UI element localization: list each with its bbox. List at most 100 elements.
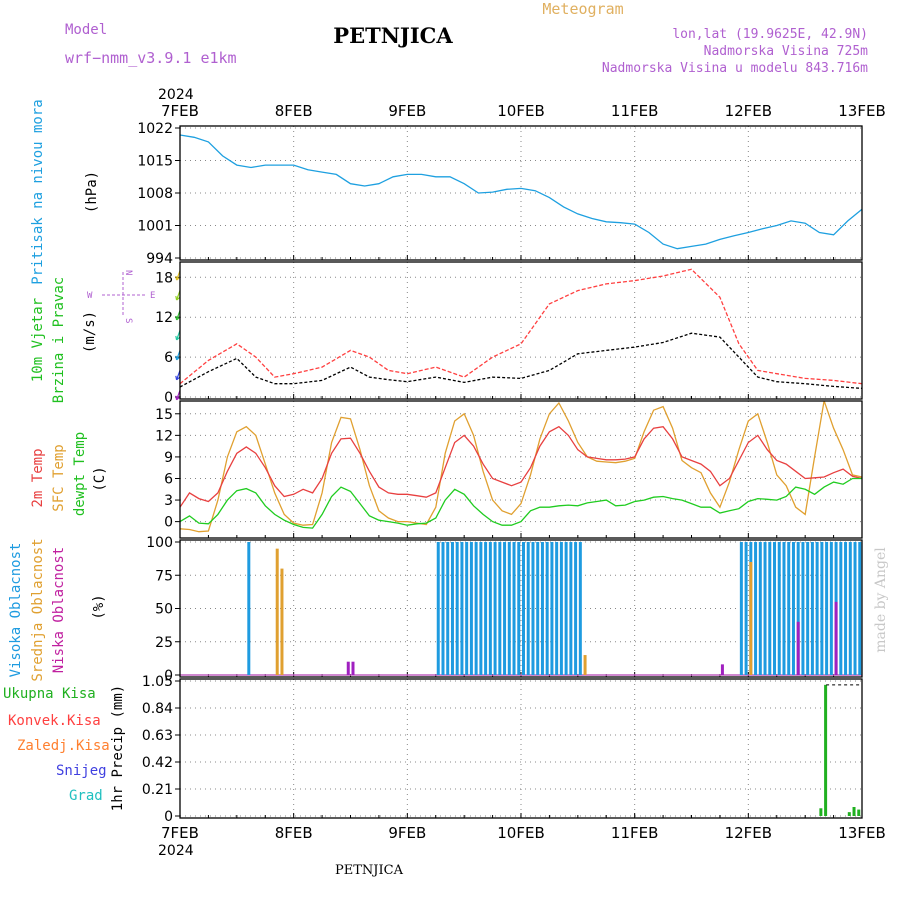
wind-arrow-head (176, 356, 181, 361)
panel-frame (179, 678, 863, 819)
y-tick-label: 0.21 (142, 782, 173, 798)
legend-snow: Snijeg (56, 763, 107, 779)
wind-ylabel-unit: (m/s) (82, 311, 98, 353)
bottom-tick-label: 13FEB (838, 824, 885, 842)
legend-conv: Konvek.Kisa (8, 713, 101, 729)
cloud-bar-high (839, 542, 843, 675)
panel-frame (179, 400, 863, 539)
cloud-bar-high (848, 542, 852, 675)
y-tick-label: 1015 (137, 154, 173, 170)
cloud-bar-high (503, 542, 507, 675)
y-tick-label: 15 (155, 407, 173, 423)
bottom-tick-label: 9FEB (388, 824, 426, 842)
cloud-bar-high (844, 542, 848, 675)
y-tick-label: 100 (146, 535, 173, 551)
cloud-bar-high (773, 542, 777, 675)
top-tick-label: 8FEB (275, 102, 313, 120)
y-tick-label: 994 (146, 251, 173, 267)
precip-bar (824, 684, 828, 816)
pressure-panel: 1022 1015 1008 1001 994 (137, 121, 863, 267)
model-name: wrf−nmm_v3.9.1 e1km (65, 49, 237, 67)
cloud-bar-high (512, 542, 516, 675)
wind-speed-line (179, 332, 863, 390)
wind-gust-line (179, 268, 863, 385)
compass-w: W (87, 291, 93, 301)
cloud-bar-high (739, 542, 743, 675)
compass-n: N (123, 270, 133, 275)
station-title: PETNJICA (333, 23, 453, 48)
precip-bar (852, 807, 856, 816)
bottom-tick-label: 10FEB (497, 824, 544, 842)
pressure-ylabel-main: Pritisak na nivou mora (30, 99, 46, 284)
sfc-label: SFC Temp (51, 444, 67, 511)
wind-arrow-head (176, 336, 181, 341)
bottom-time-ticks: 7FEB 8FEB 9FEB 10FEB 11FEB 12FEB 13FEB (161, 824, 886, 842)
credit-watermark: made by Angel (873, 547, 889, 653)
precip-bar (847, 812, 851, 816)
panel-frame (179, 261, 863, 400)
t2m-line (179, 425, 863, 508)
cloud-bar-high (820, 542, 824, 675)
cloud-bar-high (488, 542, 492, 675)
footer-station: PETNJICA (335, 863, 404, 878)
cloud-bar-high (536, 542, 540, 675)
panel-frame (179, 125, 863, 261)
wind-ylabel-line1: 10m Vjetar (30, 298, 46, 382)
wind-arrow-head (176, 396, 181, 401)
cloud-bar-high (574, 542, 578, 675)
cloud-bar-high (526, 542, 530, 675)
year-bottom: 2024 (158, 843, 194, 859)
cloud-bar-high (247, 542, 251, 675)
y-tick-label: 12 (155, 310, 173, 326)
y-tick-label: 1008 (137, 186, 173, 202)
legend-total: Ukupna Kisa (3, 686, 96, 702)
precip-legend: Ukupna Kisa Konvek.Kisa Zaledj.Kisa Snij… (3, 685, 126, 811)
y-tick-label: 1022 (137, 121, 173, 137)
cloud-bar-high (531, 542, 535, 675)
cloud-bar-mid (583, 655, 587, 675)
year-top: 2024 (158, 87, 194, 103)
temperature-panel: 15 12 9 6 3 0 (155, 400, 863, 539)
coords-text: lon,lat (19.9625E, 42.9N) (672, 27, 868, 42)
cloud-bar-high (498, 542, 502, 675)
cloud-bar-high (578, 542, 582, 675)
cloud-bar-high (517, 542, 521, 675)
y-tick-label: 0 (164, 390, 173, 406)
sfc-temp-line (179, 400, 863, 533)
cloud-bar-high (787, 542, 791, 675)
y-tick-label: 0 (164, 668, 173, 684)
cloud-bar-high (564, 542, 568, 675)
y-tick-label: 75 (155, 568, 173, 584)
y-tick-label: 18 (155, 270, 173, 286)
top-time-ticks: 7FEB 8FEB 9FEB 10FEB 11FEB 12FEB 13FEB (161, 102, 886, 120)
y-tick-label: 9 (164, 450, 173, 466)
cloud-bar-low (720, 664, 724, 675)
legend-graupel: Grad (69, 788, 103, 804)
y-tick-label: 1.05 (142, 674, 173, 690)
wind-arrow-head (176, 277, 181, 281)
cloud-bar-low (796, 621, 800, 675)
cloud-bar-high (763, 542, 767, 675)
y-tick-label: 1001 (137, 219, 173, 235)
low-cloud-label: Niska Oblacnost (51, 547, 67, 673)
wind-arrow-head (176, 376, 181, 381)
wind-panel: 18 12 6 0 (155, 261, 863, 406)
t2m-label: 2m Temp (30, 448, 46, 507)
temperature-ylabel: 2m Temp SFC Temp dewpt Temp (C) (30, 432, 108, 516)
cloud-bar-high (540, 542, 544, 675)
y-tick-label: 3 (164, 493, 173, 509)
product-title: Meteogram (542, 0, 623, 18)
cloud-bar-high (465, 542, 469, 675)
model-altitude-text: Nadmorska Visina u modelu 843.716m (602, 61, 868, 76)
model-label: Model (65, 22, 107, 38)
cloud-bar-mid (749, 561, 753, 675)
cloud-bar-high (469, 542, 473, 675)
top-tick-label: 11FEB (611, 102, 658, 120)
cloud-bar-high (436, 542, 440, 675)
cloud-bar-mid (275, 548, 279, 675)
cloud-bar-high (455, 542, 459, 675)
cloud-bar-high (555, 542, 559, 675)
y-tick-label: 0.84 (142, 701, 173, 717)
bottom-tick-label: 7FEB (161, 824, 199, 842)
